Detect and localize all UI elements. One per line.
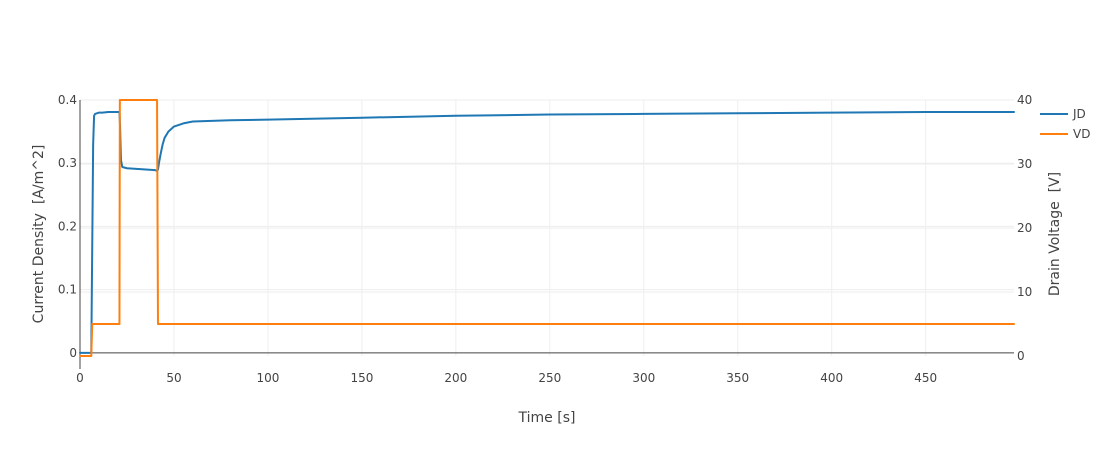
grid [80,99,1014,356]
legend-label-jd: JD [1072,107,1086,121]
x-tick-label: 50 [166,371,181,385]
x-tick-label: 200 [444,371,467,385]
x-axis-title: Time [s] [518,410,576,426]
y2-tick-label: 0 [1017,349,1025,363]
y2-tick-label: 20 [1017,221,1032,235]
axes [79,100,1014,369]
y-tick-label: 0.2 [58,219,77,233]
x-tick-label: 400 [820,371,843,385]
legend[interactable]: JD VD [1040,107,1090,141]
y2-tick-label: 40 [1017,93,1032,107]
legend-label-vd: VD [1073,127,1090,141]
x-tick-label: 350 [726,371,749,385]
y-tick-label: 0.1 [58,283,77,297]
x-tick-label: 450 [914,371,937,385]
series-layer [79,99,1015,357]
tick-labels: 0 50 100 150 200 250 300 350 400 45000.10.20.30.4… [58,93,1032,385]
y2-tick-label: 10 [1017,285,1032,299]
y2-axis-title: Drain Voltage [V] [1047,172,1063,296]
x-tick-label: 150 [350,371,373,385]
x-tick-label: 0 [76,371,84,385]
y2-tick-label: 30 [1017,157,1032,171]
x-tick-label: 250 [538,371,561,385]
y-tick-label: 0.4 [58,93,77,107]
y-tick-label: 0 [69,346,77,360]
y-axis-title: Current Density [A/m^2] [31,145,47,324]
x-tick-label: 100 [256,371,279,385]
series-line-vd [79,99,1015,357]
y-tick-label: 0.3 [58,156,77,170]
x-tick-label: 300 [632,371,655,385]
